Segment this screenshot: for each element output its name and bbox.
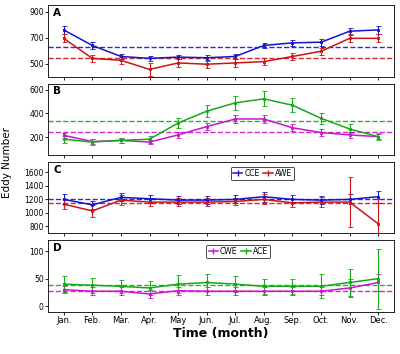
Text: D: D xyxy=(53,243,62,253)
Legend: CWE, ACE: CWE, ACE xyxy=(206,245,270,258)
Text: A: A xyxy=(53,8,61,18)
Text: B: B xyxy=(53,86,61,97)
Text: Eddy Number: Eddy Number xyxy=(2,127,12,198)
Legend: CCE, AWE: CCE, AWE xyxy=(231,166,294,180)
X-axis label: Time (month): Time (month) xyxy=(173,327,269,341)
Text: C: C xyxy=(53,165,61,175)
